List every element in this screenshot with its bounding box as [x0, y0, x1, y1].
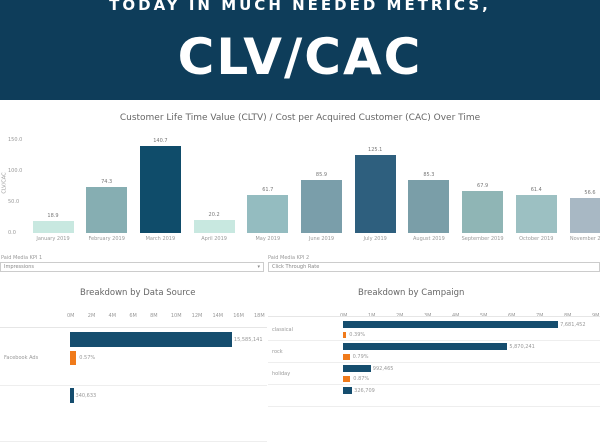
- x-tick-label: October 2019: [512, 236, 560, 242]
- ctr-bar: [70, 351, 76, 365]
- bar: [194, 220, 235, 233]
- x-tick-label: January 2019: [29, 236, 77, 242]
- bar: [301, 180, 342, 233]
- bar-value-label: 56.6: [575, 190, 600, 196]
- divider: [268, 406, 600, 407]
- x-tick-label: July 2019: [351, 236, 399, 242]
- bar: [462, 191, 503, 233]
- impressions-label: 340,633: [76, 393, 97, 399]
- ctr-bar: [343, 376, 350, 382]
- kpi2-label: Paid Media KPI 2: [268, 255, 309, 261]
- impressions-label: 7,681,452: [560, 322, 585, 328]
- bar-value-label: 67.9: [468, 183, 498, 189]
- kpi1-dropdown[interactable]: Impressions ▾: [0, 262, 264, 272]
- bar: [247, 195, 288, 233]
- bar: [408, 180, 449, 233]
- kpi1-label: Paid Media KPI 1: [1, 255, 42, 261]
- x-tick-label: 2M: [88, 313, 96, 319]
- y-tick-label: 100.0: [8, 168, 22, 174]
- bar-value-label: 85.3: [414, 172, 444, 178]
- x-tick-label: 0M: [67, 313, 75, 319]
- row-label: rock: [272, 349, 283, 355]
- banner: TODAY IN MUCH NEEDED METRICS, CLV/CAC: [0, 0, 600, 100]
- bar-value-label: 20.2: [199, 212, 229, 218]
- x-tick-label: June 2019: [298, 236, 346, 242]
- chevron-down-icon: ▾: [257, 264, 260, 270]
- bar-value-label: 61.7: [253, 187, 283, 193]
- x-tick-label: 14M: [212, 313, 223, 319]
- impressions-bar: [70, 388, 74, 403]
- banner-title: CLV/CAC: [0, 28, 600, 86]
- impressions-label: 992,465: [373, 366, 394, 372]
- impressions-label: 326,709: [354, 388, 375, 394]
- y-tick-label: 150.0: [8, 137, 22, 143]
- bar-value-label: 125.1: [360, 147, 390, 153]
- divider: [268, 340, 600, 341]
- ctr-bar: [343, 332, 346, 338]
- kpi2-value: Click Through Rate: [272, 264, 319, 270]
- ctr-bar: [343, 354, 350, 360]
- impressions-bar: [343, 365, 371, 372]
- impressions-label: 5,870,241: [509, 344, 534, 350]
- x-tick-label: March 2019: [136, 236, 184, 242]
- bar: [140, 146, 181, 233]
- x-tick-label: 8M: [150, 313, 158, 319]
- divider: [268, 362, 600, 363]
- x-tick-label: November 2019: [566, 236, 600, 242]
- divider: [0, 327, 267, 328]
- x-tick-label: May 2019: [244, 236, 292, 242]
- bar-value-label: 74.3: [92, 179, 122, 185]
- kpi2-dropdown[interactable]: Click Through Rate: [268, 262, 600, 272]
- ctr-label: 0.57%: [79, 355, 95, 361]
- y-tick-label: 0.0: [8, 230, 16, 236]
- ctr-label: 0.79%: [353, 354, 369, 360]
- campaign-title: Breakdown by Campaign: [358, 288, 464, 298]
- bar-value-label: 85.9: [307, 172, 337, 178]
- x-tick-label: February 2019: [83, 236, 131, 242]
- data-source-title: Breakdown by Data Source: [80, 288, 195, 298]
- y-tick-label: 50.0: [8, 199, 19, 205]
- banner-subtitle: TODAY IN MUCH NEEDED METRICS,: [0, 0, 600, 14]
- divider: [0, 385, 267, 386]
- ctr-label: 0.87%: [353, 376, 369, 382]
- bar-value-label: 18.9: [38, 213, 68, 219]
- row-label: holiday: [272, 371, 290, 377]
- row-label: Facebook Ads: [4, 355, 38, 361]
- bar: [570, 198, 600, 233]
- x-tick-label: 4M: [109, 313, 117, 319]
- bar-value-label: 140.7: [145, 138, 175, 144]
- x-tick-label: September 2019: [459, 236, 507, 242]
- x-tick-label: 10M: [171, 313, 182, 319]
- divider: [268, 316, 600, 317]
- divider: [268, 384, 600, 385]
- y-axis-label: CLV/CAC: [2, 172, 8, 193]
- bar-value-label: 61.4: [521, 187, 551, 193]
- impressions-bar: [343, 321, 558, 328]
- x-tick-label: April 2019: [190, 236, 238, 242]
- chart-title: Customer Life Time Value (CLTV) / Cost p…: [0, 113, 600, 123]
- impressions-bar: [343, 387, 352, 394]
- kpi1-value: Impressions: [4, 264, 34, 270]
- row-label: classical: [272, 327, 293, 333]
- bar: [86, 187, 127, 233]
- impressions-label: 15,585,141: [234, 337, 263, 343]
- bar: [33, 221, 74, 233]
- x-tick-label: 16M: [233, 313, 244, 319]
- ctr-label: 0.39%: [349, 332, 365, 338]
- bar: [355, 155, 396, 233]
- x-tick-label: 12M: [192, 313, 203, 319]
- x-tick-label: August 2019: [405, 236, 453, 242]
- bar: [516, 195, 557, 233]
- x-tick-label: 6M: [129, 313, 137, 319]
- impressions-bar: [343, 343, 507, 350]
- impressions-bar: [70, 332, 232, 347]
- x-tick-label: 18M: [254, 313, 265, 319]
